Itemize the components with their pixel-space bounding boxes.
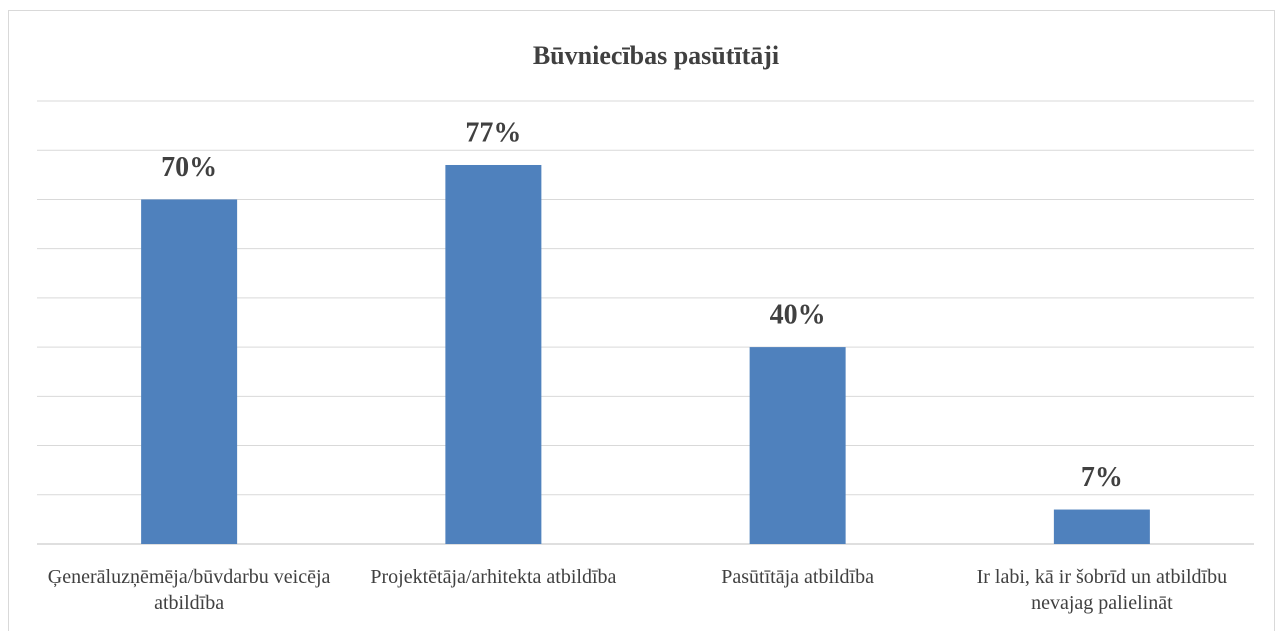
chart-title: Būvniecības pasūtītāji bbox=[533, 41, 779, 70]
data-label: 77% bbox=[465, 117, 521, 148]
data-label: 70% bbox=[161, 152, 217, 183]
bar bbox=[445, 164, 542, 544]
bar bbox=[749, 347, 846, 544]
x-tick-label: Ģenerāluzņēmēja/būvdarbu veicēja atbildī… bbox=[47, 566, 331, 614]
x-tick-label: Projektētāja/arhitekta atbildība bbox=[370, 566, 617, 588]
bar bbox=[141, 199, 238, 544]
x-tick-label: Ir labi, kā ir šobrīd un atbildību nevaj… bbox=[976, 566, 1228, 614]
bar bbox=[1053, 509, 1150, 544]
data-label: 7% bbox=[1081, 462, 1123, 493]
data-label: 40% bbox=[770, 300, 826, 331]
x-tick-label: Pasūtītāja atbildība bbox=[721, 566, 874, 588]
